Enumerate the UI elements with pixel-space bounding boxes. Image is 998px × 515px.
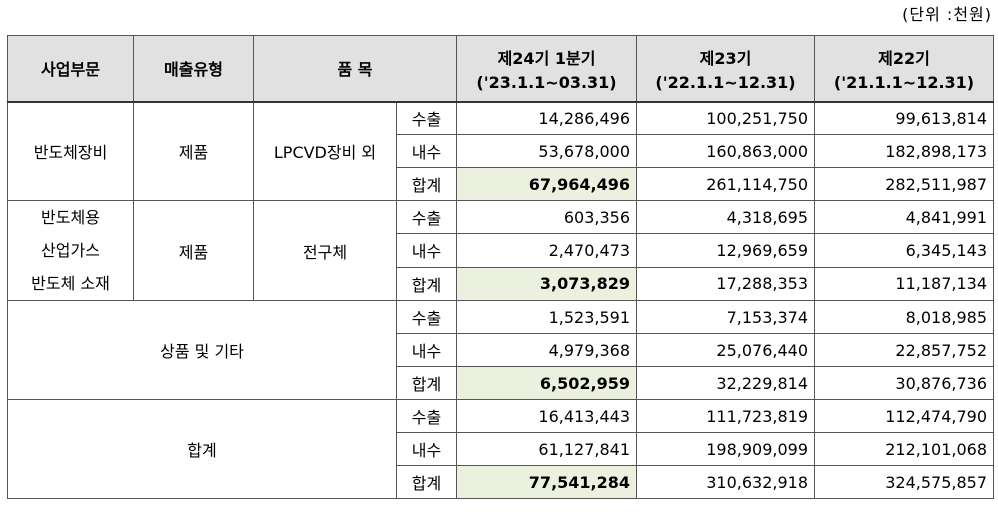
- value-cell: 6,345,143: [814, 233, 995, 268]
- segment-cell: 반도체장비: [7, 101, 134, 201]
- value-cell: 8,018,985: [814, 300, 995, 334]
- header-sales-type: 매출유형: [133, 35, 254, 102]
- row-label: 내수: [395, 432, 458, 466]
- highlight-value-cell: 77,541,284: [456, 465, 638, 499]
- value-cell: 112,474,790: [814, 399, 995, 433]
- value-cell: 111,723,819: [636, 399, 816, 433]
- value-cell: 53,678,000: [456, 134, 638, 168]
- header-period-2-name: 제23기: [636, 35, 816, 69]
- value-cell: 61,127,841: [456, 432, 638, 466]
- value-cell: 160,863,000: [636, 134, 816, 168]
- value-cell: 4,841,991: [814, 199, 995, 235]
- row-label: 합계: [395, 167, 458, 201]
- header-period-1-range: ('23.1.1~03.31): [456, 68, 638, 102]
- table-row: 반도체장비 제품 LPCVD장비 외 수출 14,286,496 100,251…: [7, 101, 995, 201]
- table-row: 내수 53,678,000 160,863,000 182,898,173: [8, 134, 995, 168]
- row-label: 합계: [395, 266, 458, 302]
- value-cell: 17,288,353: [636, 266, 816, 302]
- segment-line: 반도체장비: [33, 143, 108, 163]
- value-cell: 16,413,443: [456, 399, 638, 433]
- row-label: 수출: [395, 399, 458, 433]
- sales-type-cell: 제품: [133, 200, 254, 301]
- row-label: 수출: [395, 199, 458, 235]
- value-cell: 99,613,814: [814, 101, 995, 135]
- header-segment: 사업부문: [7, 35, 134, 102]
- row-label: 수출: [395, 101, 458, 135]
- value-cell: 324,575,857: [814, 465, 995, 499]
- value-cell: 32,229,814: [636, 366, 816, 400]
- value-cell: 22,857,752: [814, 333, 995, 367]
- sales-table: 사업부문 매출유형 품 목 제24기 1분기 제23기 제22기 ('23.1.…: [7, 35, 995, 499]
- row-label: 내수: [395, 233, 458, 268]
- highlight-value-cell: 67,964,496: [456, 167, 638, 201]
- value-cell: 282,511,987: [814, 167, 995, 201]
- header-period-1-name: 제24기 1분기: [456, 35, 638, 69]
- highlight-value-cell: 6,502,959: [456, 366, 638, 400]
- value-cell: 11,187,134: [814, 266, 995, 302]
- row-label: 합계: [395, 465, 458, 499]
- item-cell: LPCVD장비 외: [253, 101, 397, 201]
- value-cell: 603,356: [456, 199, 638, 235]
- row-label: 수출: [395, 300, 458, 334]
- value-cell: 100,251,750: [636, 101, 816, 135]
- table-row: 반도체용 산업가스 반도체 소재 제품 전구체 수출 603,356 4,318…: [7, 199, 995, 301]
- row-label: 내수: [395, 333, 458, 367]
- value-cell: 30,876,736: [814, 366, 995, 400]
- value-cell: 2,470,473: [456, 233, 638, 268]
- table-row: 합계 수출 16,413,443 111,723,819 112,474,790: [7, 399, 995, 499]
- value-cell: 261,114,750: [636, 167, 816, 201]
- item-cell: 전구체: [253, 200, 397, 301]
- row-label: 합계: [395, 366, 458, 400]
- table-row: 합계 67,964,496 261,114,750 282,511,987: [8, 167, 995, 201]
- header-item: 품 목: [252, 35, 458, 102]
- segment-line: 반도체 소재: [31, 274, 110, 293]
- table-row: 내수 61,127,841 198,909,099 212,101,068: [8, 432, 995, 466]
- value-cell: 25,076,440: [636, 333, 816, 367]
- value-cell: 212,101,068: [814, 432, 995, 466]
- value-cell: 4,979,368: [456, 333, 638, 367]
- table-row: 상품 및 기타 수출 1,523,591 7,153,374 8,018,985: [7, 300, 995, 400]
- value-cell: 14,286,496: [456, 101, 638, 135]
- table-row: 합계 77,541,284 310,632,918 324,575,857: [8, 465, 995, 499]
- value-cell: 182,898,173: [814, 134, 995, 168]
- segment-cell: 상품 및 기타: [7, 300, 397, 400]
- header-period-3-name: 제22기: [814, 35, 995, 69]
- sales-type-cell: 제품: [133, 101, 254, 201]
- unit-label: (단위 :천원): [902, 5, 992, 24]
- header-period-3-range: ('21.1.1~12.31): [814, 68, 995, 102]
- table-row: 내수 2,470,473 12,969,659 6,345,143: [8, 233, 995, 268]
- value-cell: 7,153,374: [636, 300, 816, 334]
- segment-line: 반도체용: [41, 208, 100, 227]
- table-row: 내수 4,979,368 25,076,440 22,857,752: [8, 333, 995, 367]
- table-row: 합계 3,073,829 17,288,353 11,187,134: [8, 266, 995, 302]
- value-cell: 310,632,918: [636, 465, 816, 499]
- segment-cell: 반도체용 산업가스 반도체 소재: [7, 200, 134, 301]
- value-cell: 4,318,695: [636, 199, 816, 235]
- segment-cell: 합계: [7, 399, 397, 499]
- value-cell: 198,909,099: [636, 432, 816, 466]
- header-period-2-range: ('22.1.1~12.31): [636, 68, 816, 102]
- highlight-value-cell: 3,073,829: [456, 266, 638, 302]
- segment-line: 산업가스: [41, 241, 100, 260]
- value-cell: 12,969,659: [636, 233, 816, 268]
- value-cell: 1,523,591: [456, 300, 638, 334]
- row-label: 내수: [395, 134, 458, 168]
